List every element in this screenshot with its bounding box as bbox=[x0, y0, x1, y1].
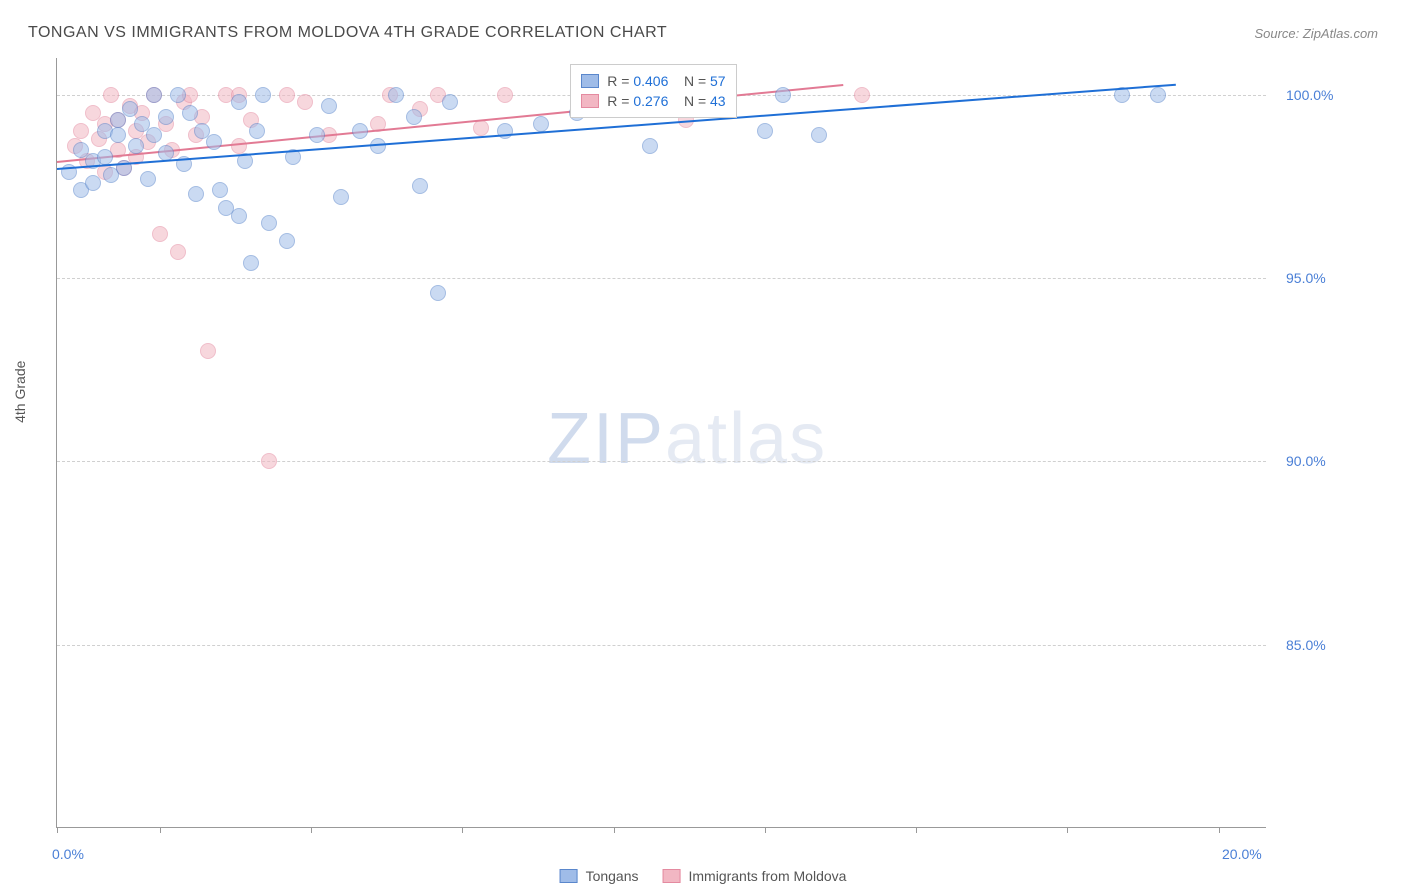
data-point-tongans bbox=[249, 123, 265, 139]
scatter-plot-area: ZIPatlas bbox=[56, 58, 1266, 828]
data-point-tongans bbox=[406, 109, 422, 125]
data-point-tongans bbox=[182, 105, 198, 121]
x-tick-mark bbox=[311, 827, 312, 833]
data-point-tongans bbox=[442, 94, 458, 110]
data-point-moldova bbox=[261, 453, 277, 469]
x-tick-mark bbox=[160, 827, 161, 833]
data-point-moldova bbox=[497, 87, 513, 103]
data-point-tongans bbox=[811, 127, 827, 143]
data-point-tongans bbox=[97, 149, 113, 165]
source-attribution: Source: ZipAtlas.com bbox=[1254, 26, 1378, 41]
data-point-tongans bbox=[212, 182, 228, 198]
data-point-tongans bbox=[146, 87, 162, 103]
stats-text-tongans: R = 0.406 N = 57 bbox=[607, 73, 725, 89]
x-tick-mark bbox=[1219, 827, 1220, 833]
data-point-tongans bbox=[85, 175, 101, 191]
data-point-tongans bbox=[497, 123, 513, 139]
data-point-moldova bbox=[170, 244, 186, 260]
data-point-tongans bbox=[279, 233, 295, 249]
data-point-tongans bbox=[757, 123, 773, 139]
x-tick-label: 0.0% bbox=[52, 846, 84, 862]
data-point-moldova bbox=[152, 226, 168, 242]
stats-text-moldova: R = 0.276 N = 43 bbox=[607, 93, 725, 109]
x-tick-mark bbox=[916, 827, 917, 833]
data-point-tongans bbox=[170, 87, 186, 103]
data-point-tongans bbox=[388, 87, 404, 103]
y-tick-label: 85.0% bbox=[1286, 637, 1326, 653]
x-tick-mark bbox=[614, 827, 615, 833]
data-point-tongans bbox=[255, 87, 271, 103]
data-point-tongans bbox=[321, 98, 337, 114]
data-point-tongans bbox=[146, 127, 162, 143]
swatch-tongans bbox=[581, 74, 599, 88]
x-tick-mark bbox=[1067, 827, 1068, 833]
chart-header: TONGAN VS IMMIGRANTS FROM MOLDOVA 4TH GR… bbox=[28, 24, 1378, 42]
stats-row-moldova: R = 0.276 N = 43 bbox=[581, 91, 725, 111]
legend-item-tongans: Tongans bbox=[560, 868, 639, 884]
gridline bbox=[57, 278, 1266, 279]
data-point-tongans bbox=[533, 116, 549, 132]
swatch-moldova bbox=[581, 94, 599, 108]
x-tick-mark bbox=[57, 827, 58, 833]
gridline bbox=[57, 461, 1266, 462]
data-point-tongans bbox=[642, 138, 658, 154]
swatch-moldova bbox=[663, 869, 681, 883]
y-tick-label: 90.0% bbox=[1286, 453, 1326, 469]
data-point-tongans bbox=[352, 123, 368, 139]
legend-item-moldova: Immigrants from Moldova bbox=[663, 868, 847, 884]
data-point-tongans bbox=[110, 127, 126, 143]
y-axis-label: 4th Grade bbox=[12, 361, 28, 423]
data-point-tongans bbox=[231, 94, 247, 110]
data-point-moldova bbox=[103, 87, 119, 103]
data-point-moldova bbox=[279, 87, 295, 103]
data-point-tongans bbox=[309, 127, 325, 143]
data-point-tongans bbox=[122, 101, 138, 117]
x-tick-mark bbox=[765, 827, 766, 833]
data-point-tongans bbox=[243, 255, 259, 271]
data-point-tongans bbox=[188, 186, 204, 202]
data-point-tongans bbox=[158, 109, 174, 125]
data-point-tongans bbox=[261, 215, 277, 231]
x-tick-mark bbox=[462, 827, 463, 833]
data-point-tongans bbox=[231, 208, 247, 224]
data-point-tongans bbox=[412, 178, 428, 194]
data-point-tongans bbox=[333, 189, 349, 205]
swatch-tongans bbox=[560, 869, 578, 883]
y-tick-label: 95.0% bbox=[1286, 270, 1326, 286]
stats-row-tongans: R = 0.406 N = 57 bbox=[581, 71, 725, 91]
x-tick-label: 20.0% bbox=[1222, 846, 1262, 862]
data-point-moldova bbox=[297, 94, 313, 110]
data-point-moldova bbox=[73, 123, 89, 139]
chart-title: TONGAN VS IMMIGRANTS FROM MOLDOVA 4TH GR… bbox=[28, 24, 667, 42]
y-tick-label: 100.0% bbox=[1286, 87, 1333, 103]
correlation-stats-box: R = 0.406 N = 57 R = 0.276 N = 43 bbox=[570, 64, 736, 118]
legend-label-moldova: Immigrants from Moldova bbox=[689, 868, 847, 884]
data-point-moldova bbox=[854, 87, 870, 103]
watermark: ZIPatlas bbox=[547, 398, 827, 480]
data-point-tongans bbox=[206, 134, 222, 150]
data-point-tongans bbox=[140, 171, 156, 187]
data-point-tongans bbox=[1150, 87, 1166, 103]
legend-label-tongans: Tongans bbox=[586, 868, 639, 884]
series-legend: Tongans Immigrants from Moldova bbox=[560, 868, 847, 884]
data-point-tongans bbox=[128, 138, 144, 154]
data-point-moldova bbox=[200, 343, 216, 359]
gridline bbox=[57, 645, 1266, 646]
data-point-tongans bbox=[430, 285, 446, 301]
data-point-moldova bbox=[231, 138, 247, 154]
data-point-tongans bbox=[775, 87, 791, 103]
